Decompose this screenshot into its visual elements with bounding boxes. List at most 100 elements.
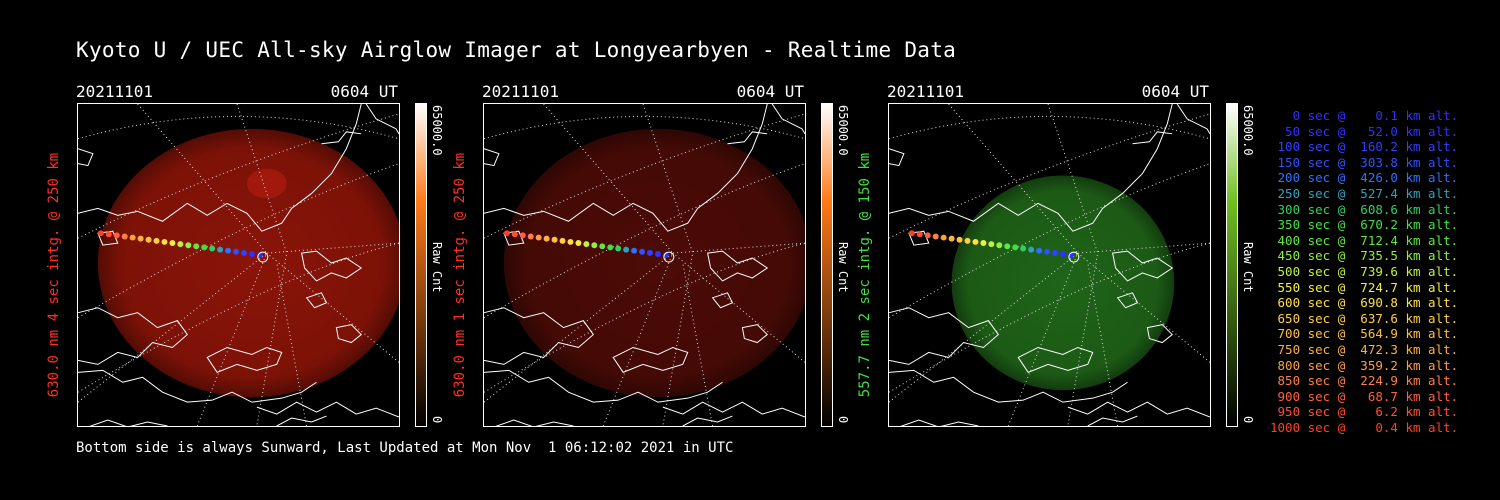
trajectory-point: [185, 242, 192, 249]
coastline: [89, 419, 168, 426]
trajectory-point: [193, 243, 200, 250]
station-marker: [1068, 251, 1080, 263]
trajectory-point: [113, 232, 120, 239]
colorbar-min-label: 0: [836, 416, 850, 424]
coastline: [335, 324, 362, 344]
coastline: [78, 148, 94, 167]
legend-entry: 950 sec @ 6.2 km alt.: [1270, 404, 1459, 420]
trajectory-point: [145, 236, 152, 243]
trajectory-point: [1028, 246, 1035, 253]
trajectory-point: [511, 231, 518, 238]
graticule-line: [889, 115, 1210, 140]
colorbar-max-label: 65000.0: [1241, 105, 1255, 156]
station-marker: [663, 251, 675, 263]
coastline: [1087, 415, 1138, 426]
trajectory-point: [105, 231, 112, 238]
trajectory-point: [964, 237, 971, 244]
trajectory-point: [932, 233, 939, 240]
coastline: [206, 346, 283, 373]
trajectory-point: [908, 230, 915, 237]
colorbar: [821, 103, 833, 427]
trajectory-point: [980, 240, 987, 247]
coastline: [305, 292, 328, 309]
legend-entry: 850 sec @ 224.9 km alt.: [1270, 373, 1459, 389]
trajectory-point: [248, 250, 255, 257]
trajectory-point: [607, 244, 614, 251]
graticule-line: [642, 104, 694, 426]
legend-entry: 200 sec @ 426.0 km alt.: [1270, 170, 1459, 186]
legend-entry: 1000 sec @ 0.4 km alt.: [1270, 419, 1459, 435]
graticule-line: [78, 252, 268, 403]
legend-entry: 650 sec @ 637.6 km alt.: [1270, 310, 1459, 326]
trajectory-point: [583, 241, 590, 248]
coastline: [495, 419, 574, 426]
trajectory-point: [1020, 245, 1027, 252]
colorbar-max-label: 65000.0: [836, 105, 850, 156]
legend-entry: 800 sec @ 359.2 km alt.: [1270, 357, 1459, 373]
trajectory-point: [551, 236, 558, 243]
legend-entry: 600 sec @ 690.8 km alt.: [1270, 295, 1459, 311]
trajectory-point: [599, 243, 606, 250]
trajectory-point: [225, 247, 232, 254]
colorbar-unit-label: Raw Cnt: [1241, 242, 1255, 293]
coastline: [1116, 292, 1139, 309]
trajectory-point: [1051, 249, 1058, 256]
airglow-panel-1: 20211101 0604 UT 630.0 nm 4 sec intg. @ 25…: [46, 80, 496, 430]
legend-entry: 50 sec @ 52.0 km alt.: [1270, 123, 1459, 139]
trajectory-point: [924, 232, 931, 239]
panel-time: 0604 UT: [330, 82, 398, 101]
legend-entry: 400 sec @ 712.4 km alt.: [1270, 232, 1459, 248]
coastline: [711, 292, 734, 309]
airglow-emission: [951, 175, 1175, 391]
coastline: [682, 415, 733, 426]
legend-entry: 500 sec @ 739.6 km alt.: [1270, 263, 1459, 279]
coastline: [1017, 346, 1094, 373]
trajectory-point: [1036, 247, 1043, 254]
trajectory-point: [1059, 250, 1066, 257]
trajectory-point: [503, 230, 510, 237]
coastline: [1146, 324, 1173, 344]
trajectory-point: [988, 241, 995, 248]
colorbar: [1226, 103, 1238, 427]
colorbar: [415, 103, 427, 427]
trajectory-point: [591, 242, 598, 249]
legend-entry: 0 sec @ 0.1 km alt.: [1270, 108, 1459, 123]
colorbar-unit-label: Raw Cnt: [430, 242, 444, 293]
trajectory-point: [996, 242, 1003, 249]
trajectory-point: [948, 235, 955, 242]
legend-entry: 900 sec @ 68.7 km alt.: [1270, 388, 1459, 404]
trajectory-point: [654, 250, 661, 257]
legend-entry: 150 sec @ 303.8 km alt.: [1270, 154, 1459, 170]
coastline: [889, 148, 905, 167]
trajectory-point: [217, 246, 224, 253]
trajectory-point: [161, 238, 168, 245]
graticule-line: [889, 113, 1210, 239]
colorbar-unit-label: Raw Cnt: [836, 242, 850, 293]
trajectory-point: [535, 234, 542, 241]
trajectory-point: [646, 249, 653, 256]
coastline: [484, 307, 594, 365]
trajectory-point: [153, 237, 160, 244]
trajectory-point: [121, 233, 128, 240]
coastline: [256, 401, 399, 418]
graticule-line: [236, 104, 288, 426]
airglow-emission: [97, 128, 399, 398]
coastline: [78, 104, 362, 232]
airglow-panel-2: 20211101 0604 UT 630.0 nm 1 sec intg. @ 25…: [452, 80, 902, 430]
trajectory-point: [543, 235, 550, 242]
trajectory-point: [1012, 244, 1019, 251]
airglow-emission: [503, 128, 805, 398]
colorbar-max-label: 65000.0: [430, 105, 444, 156]
panel-wavelength-label: 630.0 nm 4 sec intg. @ 250 km: [46, 152, 62, 398]
trajectory-legend: 0 sec @ 0.1 km alt. 50 sec @ 52.0 km alt…: [1270, 108, 1459, 435]
panel-wavelength-label: 557.7 nm 2 sec intg. @ 150 km: [857, 152, 873, 398]
trajectory-point: [615, 245, 622, 252]
coastline: [707, 250, 769, 282]
trajectory-point: [169, 240, 176, 247]
panel-time: 0604 UT: [1141, 82, 1209, 101]
coastline: [1067, 401, 1210, 418]
trajectory-point: [972, 238, 979, 245]
trajectory-point: [575, 240, 582, 247]
legend-entry: 750 sec @ 472.3 km alt.: [1270, 341, 1459, 357]
colorbar-min-label: 0: [430, 416, 444, 424]
